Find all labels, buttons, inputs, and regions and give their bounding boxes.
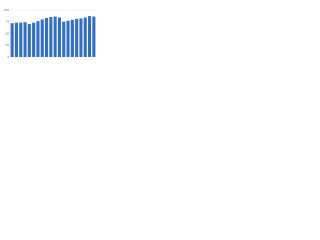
bar [36,21,40,58]
bar [92,16,96,57]
bar [70,19,74,57]
y-tick-label: 100 [4,8,9,12]
bar [66,20,70,58]
y-tick-label: 50 [6,31,10,35]
bar [45,17,49,58]
bar [83,17,87,57]
bar [62,21,66,57]
y-tick-label: 0 [7,55,9,59]
bar [23,22,27,57]
chart: 0 25 50 75 100 [4,8,96,59]
bar [19,22,23,57]
bar [79,18,83,57]
bar [27,24,31,58]
page: {"chart_data": {"type": "bar", "categori… [0,0,100,71]
bar [32,22,36,57]
y-tick-label: 75 [6,20,10,24]
bar [57,17,61,57]
bar [88,16,92,57]
y-tick-label: 25 [6,43,10,47]
bar [49,17,53,57]
bar [10,23,14,57]
bar [40,19,44,57]
bar [75,18,79,57]
bar [14,22,18,57]
bar [53,16,57,57]
